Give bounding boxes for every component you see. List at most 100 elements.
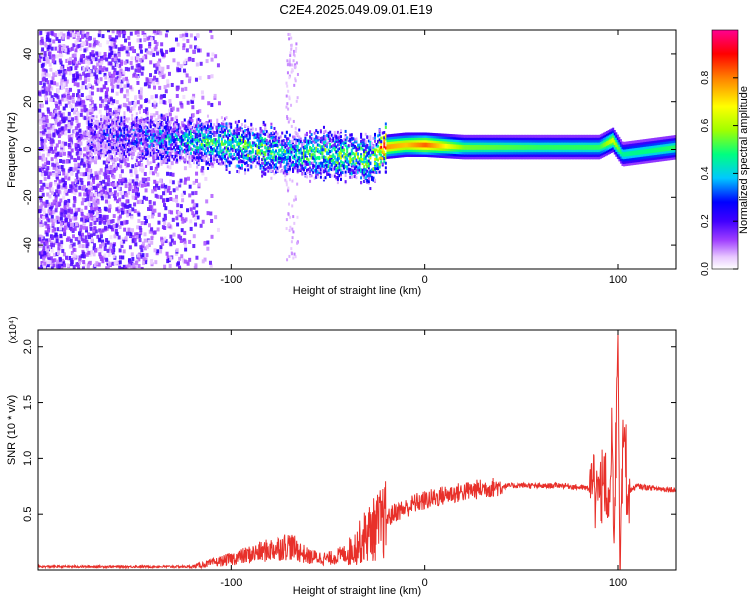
heatmap-cell (70, 243, 74, 248)
heatmap-cell (83, 116, 87, 121)
heatmap-cell (170, 210, 174, 215)
heatmap-cell (104, 106, 108, 111)
heatmap-cell (174, 121, 178, 126)
heatmap-cell (107, 146, 110, 150)
heatmap-cell (169, 143, 172, 147)
heatmap-cell (265, 130, 268, 134)
heatmap-cell (245, 130, 248, 134)
heatmap-cell (288, 63, 291, 67)
heatmap-cell (231, 140, 234, 144)
heatmap-cell (119, 240, 123, 245)
heatmap-cell (42, 82, 46, 87)
heatmap-cell (139, 180, 143, 185)
heatmap-cell (310, 153, 313, 157)
heatmap-cell (299, 140, 302, 144)
heatmap-cell (105, 164, 109, 169)
heatmap-cell (97, 151, 101, 156)
heatmap-cell (211, 139, 214, 143)
heatmap-cell (211, 131, 214, 135)
heatmap-cell (92, 42, 96, 47)
heatmap-cell (117, 145, 120, 149)
heatmap-cell (296, 165, 299, 169)
heatmap-cell (177, 234, 181, 239)
heatmap-cell (56, 251, 60, 256)
heatmap-cell (184, 247, 188, 252)
heatmap-cell (301, 156, 304, 160)
heatmap-cell (81, 218, 85, 223)
heatmap-cell (268, 166, 271, 170)
heatmap-cell (197, 134, 200, 138)
heatmap-cell (304, 172, 307, 176)
heatmap-cell (136, 200, 140, 205)
heatmap-cell (123, 151, 126, 155)
heatmap-cell (44, 221, 48, 226)
heatmap-cell (114, 154, 117, 158)
heatmap-cell (324, 140, 327, 144)
heatmap-cell (287, 137, 290, 141)
heatmap-cell (290, 70, 293, 74)
heatmap-cell (281, 142, 284, 146)
heatmap-cell (54, 109, 58, 114)
heatmap-cell (69, 258, 73, 263)
heatmap-cell (288, 60, 291, 64)
heatmap-cell (143, 126, 146, 130)
heatmap-cell (83, 76, 87, 81)
heatmap-cell (82, 71, 86, 76)
heatmap-cell (59, 113, 63, 118)
heatmap-cell (155, 183, 159, 188)
heatmap-cell (244, 132, 247, 136)
heatmap-cell (114, 120, 117, 124)
heatmap-cell (126, 52, 130, 57)
heatmap-cell (309, 148, 312, 152)
heatmap-cell (121, 130, 124, 134)
heatmap-cell (61, 159, 65, 164)
heatmap-cell (256, 149, 259, 153)
heatmap-cell (73, 157, 77, 162)
heatmap-cell (176, 150, 179, 154)
heatmap-cell (130, 215, 134, 220)
heatmap-cell (130, 106, 134, 111)
heatmap-cell (58, 110, 62, 115)
heatmap-cell (217, 161, 220, 165)
heatmap-cell (117, 47, 121, 52)
heatmap-cell (318, 164, 321, 168)
heatmap-cell (189, 151, 192, 155)
heatmap-cell (67, 176, 71, 181)
heatmap-cell (282, 139, 285, 143)
heatmap-cell (73, 199, 77, 204)
heatmap-cell (107, 121, 110, 125)
heatmap-cell (138, 106, 142, 111)
heatmap-cell (146, 126, 149, 130)
heatmap-cell (168, 158, 171, 162)
heatmap-cell (81, 42, 85, 47)
heatmap-cell (97, 136, 100, 140)
heatmap-cell (103, 147, 106, 151)
heatmap-cell (153, 179, 157, 184)
heatmap-cell (141, 243, 145, 248)
heatmap-cell (106, 169, 110, 174)
heatmap-cell (123, 122, 126, 126)
heatmap-cell (301, 166, 304, 170)
heatmap-cell (180, 87, 184, 92)
heatmap-cell (307, 142, 310, 146)
heatmap-cell (95, 146, 98, 150)
heatmap-cell (177, 152, 180, 156)
heatmap-cell (55, 215, 59, 220)
heatmap-cell (198, 109, 202, 114)
heatmap-cell (65, 58, 69, 63)
heatmap-cell (258, 142, 261, 146)
heatmap-cell (319, 140, 322, 144)
heatmap-cell (225, 158, 228, 162)
heatmap-cell (261, 163, 264, 167)
heatmap-cell (159, 245, 163, 250)
heatmap-cell (117, 139, 120, 143)
heatmap-cell (38, 151, 42, 156)
heatmap-cell (58, 53, 62, 58)
heatmap-cell (201, 259, 205, 264)
heatmap-cell (100, 58, 104, 63)
heatmap-cell (44, 224, 48, 229)
heatmap-cell (199, 124, 202, 128)
heatmap-cell (79, 151, 83, 156)
heatmap-cell (168, 120, 171, 124)
heatmap-cell (285, 81, 288, 85)
